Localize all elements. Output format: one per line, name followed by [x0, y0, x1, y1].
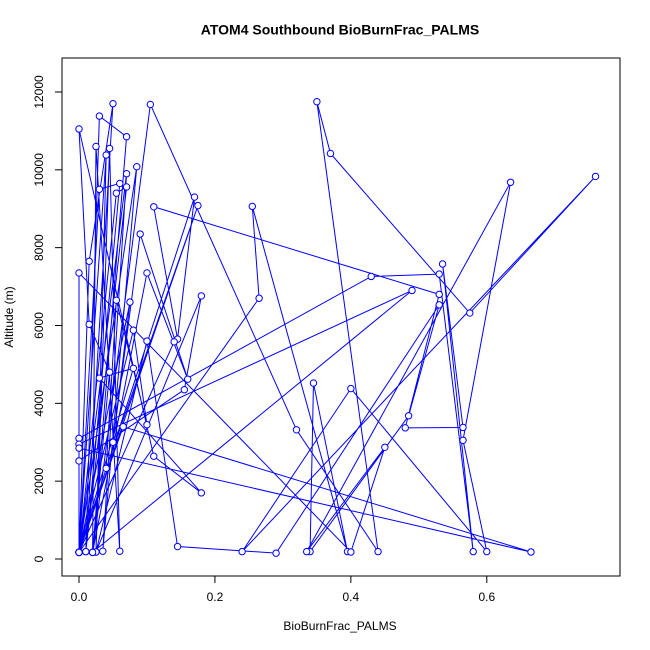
data-point — [129, 364, 138, 372]
data-point — [190, 193, 199, 201]
data-point — [102, 464, 110, 473]
data-point — [95, 185, 104, 193]
data-point — [85, 257, 93, 265]
data-point — [122, 183, 131, 191]
y-tick-label: 8000 — [32, 234, 46, 261]
y-tick-label: 4000 — [32, 390, 46, 417]
x-tick-label: 0.2 — [207, 590, 224, 604]
data-point — [347, 548, 355, 556]
plot-frame — [61, 57, 621, 577]
y-tick-label: 2000 — [32, 467, 46, 494]
data-point — [272, 549, 280, 557]
data-point — [75, 269, 83, 277]
data-point — [112, 296, 121, 304]
data-point — [591, 172, 600, 181]
data-point — [381, 443, 389, 451]
y-tick-label: 10000 — [32, 153, 46, 187]
data-point — [302, 547, 311, 556]
data-point — [105, 144, 114, 153]
data-point — [99, 547, 107, 555]
data-point — [122, 170, 131, 178]
data-point — [466, 309, 474, 317]
data-point — [88, 548, 97, 557]
data-point — [119, 422, 127, 431]
data-point — [75, 125, 83, 133]
data-point — [527, 548, 535, 556]
y-tick-label: 6000 — [32, 312, 46, 339]
data-point — [170, 338, 178, 346]
data-point — [146, 100, 155, 109]
data-point — [143, 337, 151, 345]
data-point — [197, 292, 206, 300]
data-point — [435, 301, 443, 309]
data-point — [309, 379, 318, 387]
data-point — [347, 384, 355, 393]
data-point — [173, 542, 182, 551]
data-point — [435, 290, 443, 299]
x-tick-label: 0.0 — [71, 590, 88, 604]
y-tick-label: 0 — [32, 555, 46, 562]
data-point — [126, 298, 134, 306]
data-point — [109, 99, 117, 108]
data-point — [506, 178, 515, 186]
data-point — [374, 547, 382, 556]
x-axis-label: BioBurnFrac_PALMS — [283, 619, 396, 633]
data-point — [75, 457, 83, 465]
data-point — [248, 202, 257, 211]
data-point — [129, 326, 138, 334]
y-tick-label: 12000 — [32, 75, 46, 109]
data-point — [122, 133, 131, 141]
data-point — [180, 385, 189, 394]
data-point — [184, 375, 192, 383]
data-point — [326, 149, 335, 158]
data-point — [435, 270, 443, 278]
data-point — [95, 374, 104, 382]
data-point — [102, 151, 110, 159]
data-point — [82, 547, 90, 556]
data-point — [367, 272, 375, 281]
data-point — [459, 423, 467, 432]
data-point — [197, 489, 206, 497]
y-axis-label: Altitude (m) — [2, 286, 16, 347]
data-point — [75, 444, 83, 452]
data-point — [133, 162, 141, 171]
data-point — [105, 368, 114, 376]
data-point — [150, 203, 158, 211]
data-point — [150, 452, 158, 460]
data-point — [85, 320, 93, 329]
chart-title: ATOM4 Southbound BioBurnFrac_PALMS — [201, 22, 479, 38]
data-point — [194, 201, 202, 210]
data-point — [238, 547, 246, 556]
data-point — [438, 260, 447, 268]
data-point — [313, 98, 321, 106]
data-point — [408, 286, 416, 295]
data-point — [116, 547, 124, 555]
data-point — [109, 438, 117, 446]
data-point — [136, 230, 144, 238]
data-point — [116, 179, 124, 188]
data-point — [255, 294, 263, 302]
data-point — [469, 547, 477, 556]
data-point — [404, 412, 413, 420]
data-line — [78, 101, 596, 554]
data-point — [401, 424, 409, 432]
data-point — [483, 547, 491, 556]
data-point — [112, 189, 121, 197]
data-point — [143, 269, 151, 277]
data-point — [75, 548, 83, 557]
data-point — [92, 142, 100, 151]
data-point — [95, 112, 104, 120]
data-point — [143, 421, 151, 429]
x-tick-label: 0.6 — [478, 590, 495, 604]
data-point — [292, 426, 301, 434]
data-point — [459, 436, 467, 444]
x-tick-label: 0.4 — [343, 590, 360, 604]
